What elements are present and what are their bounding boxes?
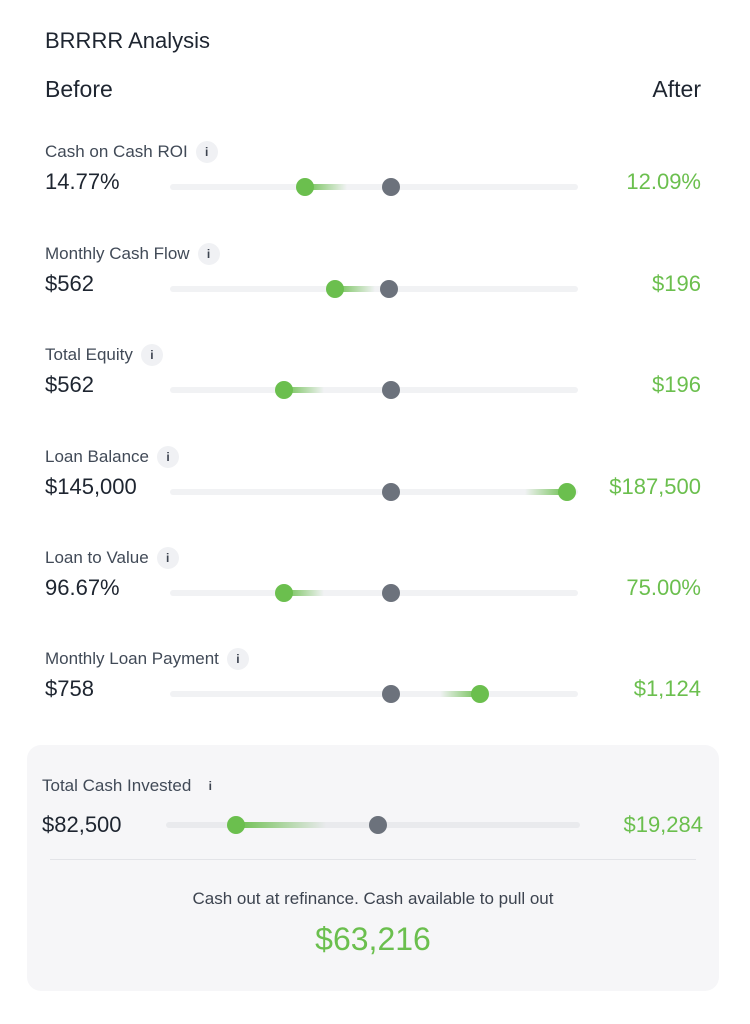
divider	[50, 859, 696, 860]
comparison-track	[170, 685, 578, 703]
comparison-track	[170, 381, 578, 399]
metric-loan-to-value: Loan to Value i 96.67% 75.00%	[0, 547, 750, 627]
metric-label: Total Cash Invested	[42, 776, 192, 795]
change-fill	[284, 387, 324, 393]
page-title: BRRRR Analysis	[45, 28, 211, 53]
before-marker	[382, 483, 400, 501]
cashout-value: $63,216	[315, 921, 431, 957]
after-column-header: After	[652, 76, 701, 102]
after-value: $19,284	[623, 812, 703, 837]
metric-label: Monthly Cash Flow	[45, 244, 190, 263]
comparison-track	[170, 483, 578, 501]
before-value: $562	[45, 372, 94, 397]
after-marker	[275, 584, 293, 602]
change-fill	[525, 489, 567, 495]
change-fill	[284, 590, 324, 596]
metric-label: Cash on Cash ROI	[45, 142, 188, 161]
metric-monthly-cash-flow: Monthly Cash Flow i $562 $196	[0, 243, 750, 323]
info-icon[interactable]: i	[156, 547, 179, 569]
comparison-track	[170, 178, 578, 196]
before-marker	[382, 381, 400, 399]
before-marker	[382, 685, 400, 703]
before-marker	[380, 280, 398, 298]
before-value: $758	[45, 676, 94, 701]
metric-monthly-loan-payment: Monthly Loan Payment i $758 $1,124	[0, 648, 750, 728]
comparison-track	[170, 280, 578, 298]
info-icon[interactable]: i	[195, 141, 218, 163]
before-marker	[382, 584, 400, 602]
info-icon[interactable]: i	[197, 243, 220, 265]
before-column-header: Before	[45, 76, 113, 102]
before-value: $562	[45, 271, 94, 296]
after-marker	[275, 381, 293, 399]
before-value: $82,500	[42, 812, 122, 837]
metric-loan-balance: Loan Balance i $145,000 $187,500	[0, 446, 750, 526]
metric-label: Total Equity	[45, 345, 133, 364]
after-value: $196	[652, 271, 701, 296]
change-fill	[236, 822, 326, 828]
change-fill	[335, 286, 375, 292]
after-marker	[227, 816, 245, 834]
after-value: 12.09%	[626, 169, 701, 194]
metric-cash-on-cash-roi: Cash on Cash ROI i 14.77% 12.09%	[0, 141, 750, 221]
change-fill	[305, 184, 347, 190]
info-icon[interactable]: i	[226, 648, 249, 670]
info-icon[interactable]: i	[208, 779, 212, 793]
info-icon[interactable]: i	[140, 344, 163, 366]
total-cash-invested-panel: Total Cash Invested i $82,500 $19,284 Ca…	[27, 745, 719, 991]
comparison-track	[170, 584, 578, 602]
after-value: $196	[652, 372, 701, 397]
before-marker	[369, 816, 387, 834]
before-marker	[382, 178, 400, 196]
metric-label: Loan to Value	[45, 548, 149, 567]
after-value: 75.00%	[626, 575, 701, 600]
after-marker	[558, 483, 576, 501]
before-value: 14.77%	[45, 169, 120, 194]
cashout-label: Cash out at refinance. Cash available to…	[192, 889, 554, 908]
metric-total-equity: Total Equity i $562 $196	[0, 344, 750, 424]
info-icon[interactable]: i	[156, 446, 179, 468]
after-value: $1,124	[633, 676, 701, 701]
after-value: $187,500	[609, 474, 701, 499]
after-marker	[471, 685, 489, 703]
metric-label: Loan Balance	[45, 447, 149, 466]
change-fill	[440, 691, 480, 697]
after-marker	[296, 178, 314, 196]
comparison-track	[166, 816, 580, 834]
metric-label: Monthly Loan Payment	[45, 649, 219, 668]
before-value: $145,000	[45, 474, 137, 499]
after-marker	[326, 280, 344, 298]
before-value: 96.67%	[45, 575, 120, 600]
